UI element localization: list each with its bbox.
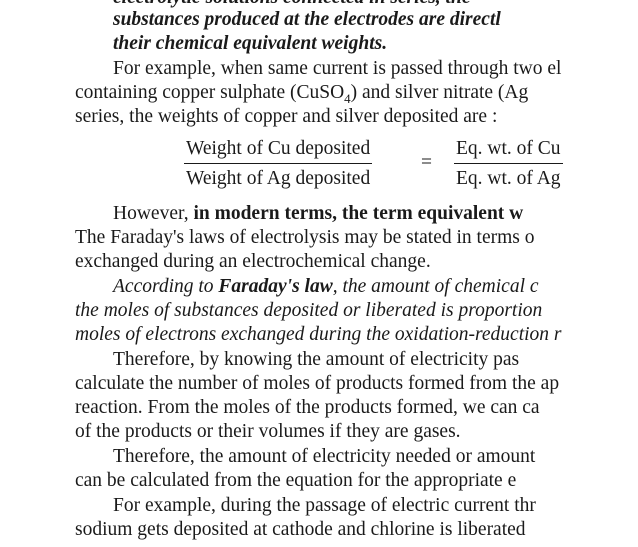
text-line: sodium gets deposited at cathode and chl… xyxy=(75,518,526,542)
text-line: can be calculated from the equation for … xyxy=(75,469,516,493)
text-line: containing copper sulphate (CuSO4) and s… xyxy=(75,81,528,111)
text: of the products or their volumes if they… xyxy=(75,421,461,442)
text-line: electrolytic solutions connected in seri… xyxy=(113,0,470,10)
text: the moles of substances deposited or lib… xyxy=(75,300,543,321)
text: substances produced at the electrodes ar… xyxy=(113,9,501,30)
text: containing copper sulphate (CuSO xyxy=(75,82,345,103)
text-line: However, in modern terms, the term equiv… xyxy=(113,202,523,226)
text: series, the weights of copper and silver… xyxy=(75,106,498,127)
text: According to xyxy=(113,276,219,297)
text: exchanged during an electrochemical chan… xyxy=(75,251,431,272)
text-line: Therefore, the amount of electricity nee… xyxy=(113,445,535,469)
text: The Faraday's laws of electrolysis may b… xyxy=(75,227,535,248)
text: their chemical equivalent weights. xyxy=(113,33,388,54)
text: electrolytic solutions connected in seri… xyxy=(113,0,470,8)
text: Therefore, the amount of electricity nee… xyxy=(113,446,536,467)
text: reaction. From the moles of the products… xyxy=(75,397,540,418)
bold-text: in modern terms, the term equivalent w xyxy=(193,203,524,224)
text-line: calculate the number of moles of product… xyxy=(75,372,559,396)
text: Therefore, by knowing the amount of elec… xyxy=(113,349,520,370)
text: ) and silver nitrate (Ag xyxy=(350,82,529,103)
text-line: According to Faraday's law, the amount o… xyxy=(113,275,539,299)
fraction: Weight of Cu deposited Weight of Ag depo… xyxy=(184,138,373,190)
text-line: The Faraday's laws of electrolysis may b… xyxy=(75,226,534,250)
numerator: Weight of Cu deposited xyxy=(184,138,373,164)
denominator: Weight of Ag deposited xyxy=(186,168,371,189)
text-line: For example, during the passage of elect… xyxy=(113,494,536,518)
denominator: Eq. wt. of Ag xyxy=(456,168,561,189)
text-line: the moles of substances deposited or lib… xyxy=(75,299,542,323)
text: can be calculated from the equation for … xyxy=(75,470,517,491)
text-line: of the products or their volumes if they… xyxy=(75,420,461,444)
text-line: reaction. From the moles of the products… xyxy=(75,396,540,420)
text: For example, during the passage of elect… xyxy=(113,495,536,516)
equals: = xyxy=(421,152,432,173)
text-line: substances produced at the electrodes ar… xyxy=(113,8,501,32)
text: For example, when same current is passed… xyxy=(113,58,562,79)
text: moles of electrons exchanged during the … xyxy=(75,324,562,345)
bold-text: Faraday's law xyxy=(218,276,333,297)
text-line: exchanged during an electrochemical chan… xyxy=(75,250,431,274)
text-line: moles of electrons exchanged during the … xyxy=(75,323,562,347)
text: , the amount of chemical c xyxy=(332,276,539,297)
numerator: Eq. wt. of Cu xyxy=(454,138,563,164)
text-line: Therefore, by knowing the amount of elec… xyxy=(113,348,519,372)
text-line: series, the weights of copper and silver… xyxy=(75,105,497,129)
text: sodium gets deposited at cathode and chl… xyxy=(75,519,526,540)
text-line: For example, when same current is passed… xyxy=(113,57,561,81)
subscript: 4 xyxy=(344,90,351,106)
text: calculate the number of moles of product… xyxy=(75,373,560,394)
fraction: Eq. wt. of Cu Eq. wt. of Ag xyxy=(454,138,563,190)
text: However, xyxy=(113,203,194,224)
text-line: their chemical equivalent weights. xyxy=(113,32,387,56)
